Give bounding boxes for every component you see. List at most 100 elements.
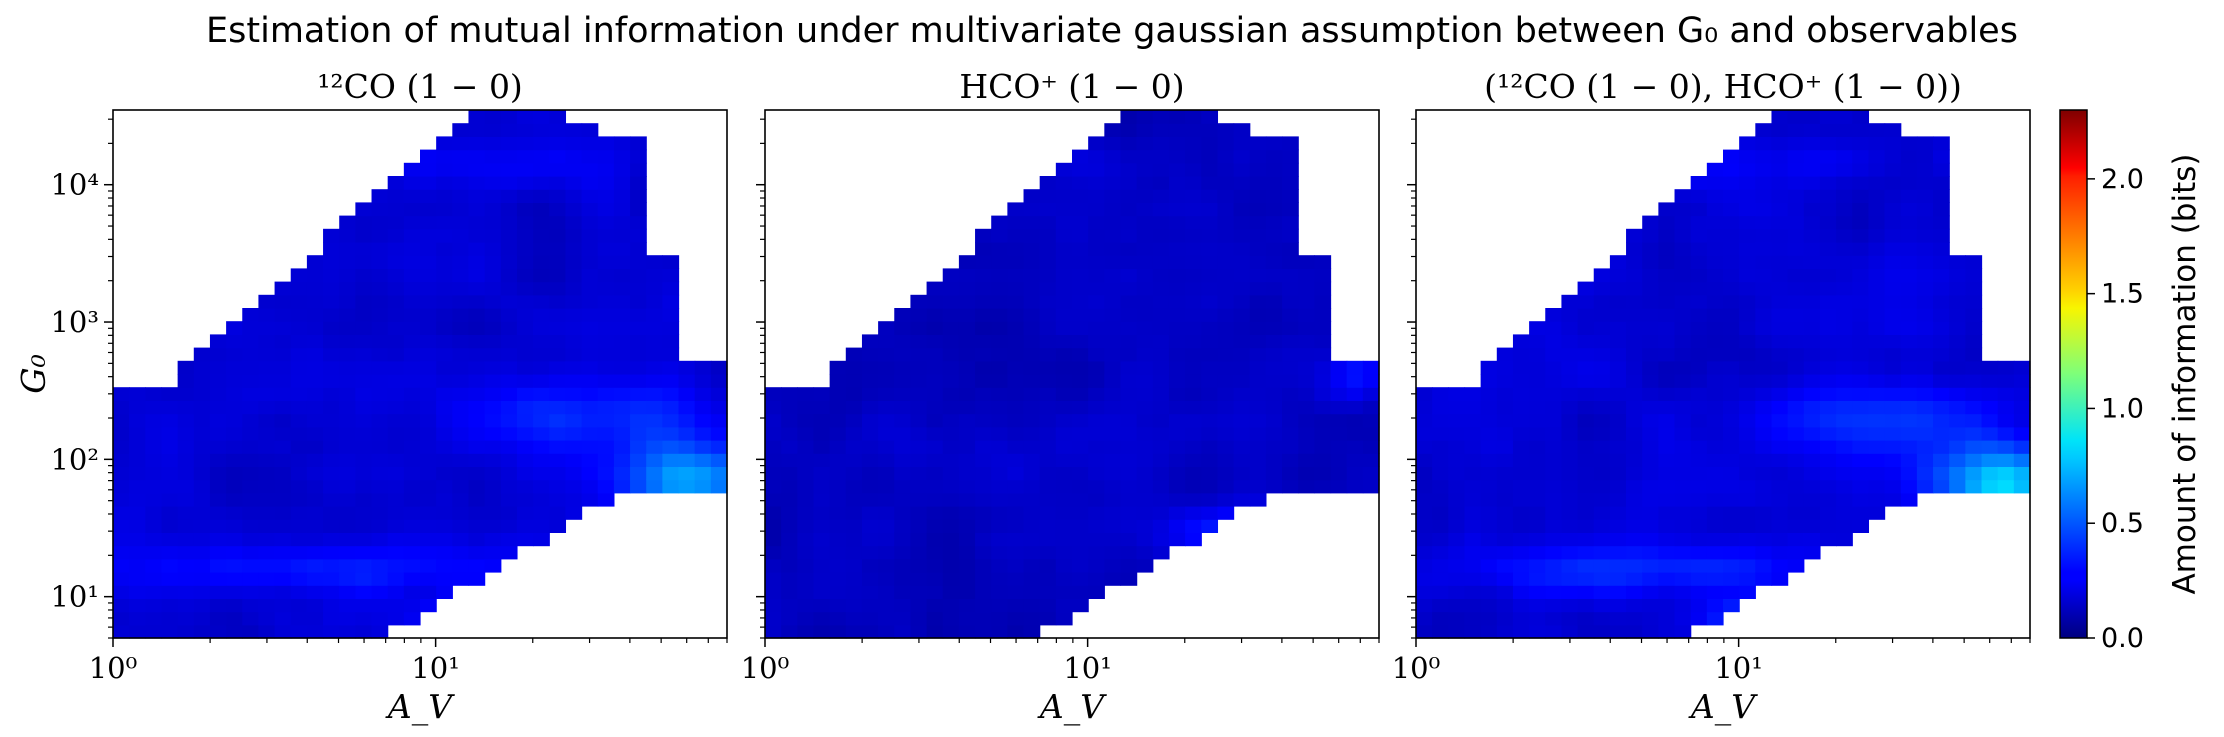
heatmap-cell <box>958 413 976 428</box>
heatmap-cell <box>1561 334 1579 349</box>
heatmap-cell <box>1120 281 1138 296</box>
heatmap-cell <box>436 532 453 547</box>
heatmap-cell <box>1561 598 1579 613</box>
y-tick-label: 10² <box>50 442 99 476</box>
heatmap-cell <box>1265 453 1283 467</box>
heatmap-cell <box>323 387 340 401</box>
heatmap-cell <box>861 440 879 454</box>
heatmap-cell <box>1803 492 1821 507</box>
heatmap-cell <box>339 374 356 388</box>
heatmap-cell <box>894 321 912 335</box>
heatmap-cell <box>630 387 647 401</box>
heatmap-cell <box>894 624 912 639</box>
heatmap-cell <box>1771 479 1789 494</box>
heatmap-cell <box>1642 360 1659 375</box>
heatmap-cell <box>1104 123 1122 137</box>
heatmap-cell <box>1432 532 1449 547</box>
heatmap-cell <box>420 492 437 507</box>
heatmap-cell <box>516 202 534 217</box>
heatmap-cell <box>1658 321 1676 335</box>
heatmap-cell <box>1933 202 1950 217</box>
heatmap-cell <box>1039 440 1057 454</box>
heatmap-cell <box>613 466 631 481</box>
heatmap-cell <box>226 611 243 626</box>
heatmap-cell <box>258 506 276 520</box>
heatmap-cell <box>1561 294 1579 309</box>
heatmap-cell <box>1706 281 1724 296</box>
heatmap-cell <box>1674 426 1692 441</box>
colorbar-gradient <box>2059 109 2088 639</box>
heatmap-cell <box>387 255 405 269</box>
heatmap-cell <box>420 321 437 335</box>
heatmap-cell <box>226 624 243 639</box>
heatmap-cell <box>1233 136 1251 151</box>
heatmap-cell <box>1674 492 1692 507</box>
heatmap-cell <box>1104 572 1122 586</box>
heatmap-cell <box>177 413 195 428</box>
heatmap-cell <box>1658 255 1676 269</box>
heatmap-cell <box>1706 387 1724 401</box>
heatmap-cell <box>436 400 453 415</box>
heatmap-cell <box>1787 360 1805 375</box>
heatmap-cell <box>1480 413 1498 428</box>
heatmap-cell <box>129 611 146 626</box>
heatmap-cell <box>1803 308 1821 322</box>
heatmap-cell <box>484 506 502 520</box>
heatmap-cell <box>1201 162 1219 177</box>
heatmap-cell <box>1088 572 1105 586</box>
heatmap-cell <box>420 426 437 441</box>
heatmap-cell <box>1330 426 1348 441</box>
heatmap-cell <box>306 572 324 586</box>
heatmap-cell <box>549 149 567 164</box>
heatmap-cell <box>1136 479 1154 494</box>
heatmap-cell <box>1771 268 1789 283</box>
heatmap-cell <box>1185 519 1202 533</box>
heatmap-cell <box>1852 506 1870 520</box>
heatmap-cell <box>129 453 146 467</box>
heatmap-cell <box>1706 400 1724 415</box>
heatmap-cell <box>829 387 847 401</box>
heatmap-cell <box>193 598 211 613</box>
heatmap-cell <box>177 492 195 507</box>
heatmap-cell <box>1771 149 1789 164</box>
heatmap-cell <box>958 347 976 362</box>
heatmap-cell <box>1185 110 1202 124</box>
heatmap-cell <box>1787 440 1805 454</box>
heatmap-cell <box>1023 189 1041 203</box>
heatmap-cell <box>1416 387 1433 401</box>
heatmap-cell <box>484 149 502 164</box>
heatmap-cell <box>1088 228 1105 243</box>
heatmap-cell <box>1314 255 1332 269</box>
heatmap-cell <box>484 321 502 335</box>
heatmap-cell <box>1168 321 1186 335</box>
heatmap-cell <box>565 136 583 151</box>
heatmap-cell <box>942 479 960 494</box>
heatmap-cell <box>1593 466 1611 481</box>
heatmap-cell <box>1201 202 1219 217</box>
heatmap-cell <box>371 506 389 520</box>
heatmap-cell <box>2013 413 2031 428</box>
heatmap-cell <box>1965 294 1983 309</box>
heatmap-cell <box>403 506 421 520</box>
heatmap-cell <box>290 585 308 599</box>
heatmap-cell <box>193 479 211 494</box>
heatmap-cell <box>484 110 502 124</box>
heatmap-cell <box>1916 360 1934 375</box>
heatmap-cell <box>1836 215 1853 230</box>
heatmap-cell <box>1577 426 1595 441</box>
heatmap-cell <box>1723 572 1740 586</box>
heatmap-cell <box>581 334 599 349</box>
heatmap-cell <box>274 294 292 309</box>
heatmap-cell <box>1609 426 1627 441</box>
heatmap-cell <box>1007 202 1025 217</box>
heatmap-cell <box>1055 440 1073 454</box>
heatmap-cell <box>258 585 276 599</box>
heatmap-cell <box>1432 400 1449 415</box>
heatmap-cell <box>403 492 421 507</box>
heatmap-cell <box>710 453 728 467</box>
heatmap-cell <box>1852 426 1870 441</box>
heatmap-cell <box>113 558 130 573</box>
heatmap-cell <box>1168 255 1186 269</box>
heatmap-cell <box>516 519 534 533</box>
heatmap-cell <box>420 506 437 520</box>
